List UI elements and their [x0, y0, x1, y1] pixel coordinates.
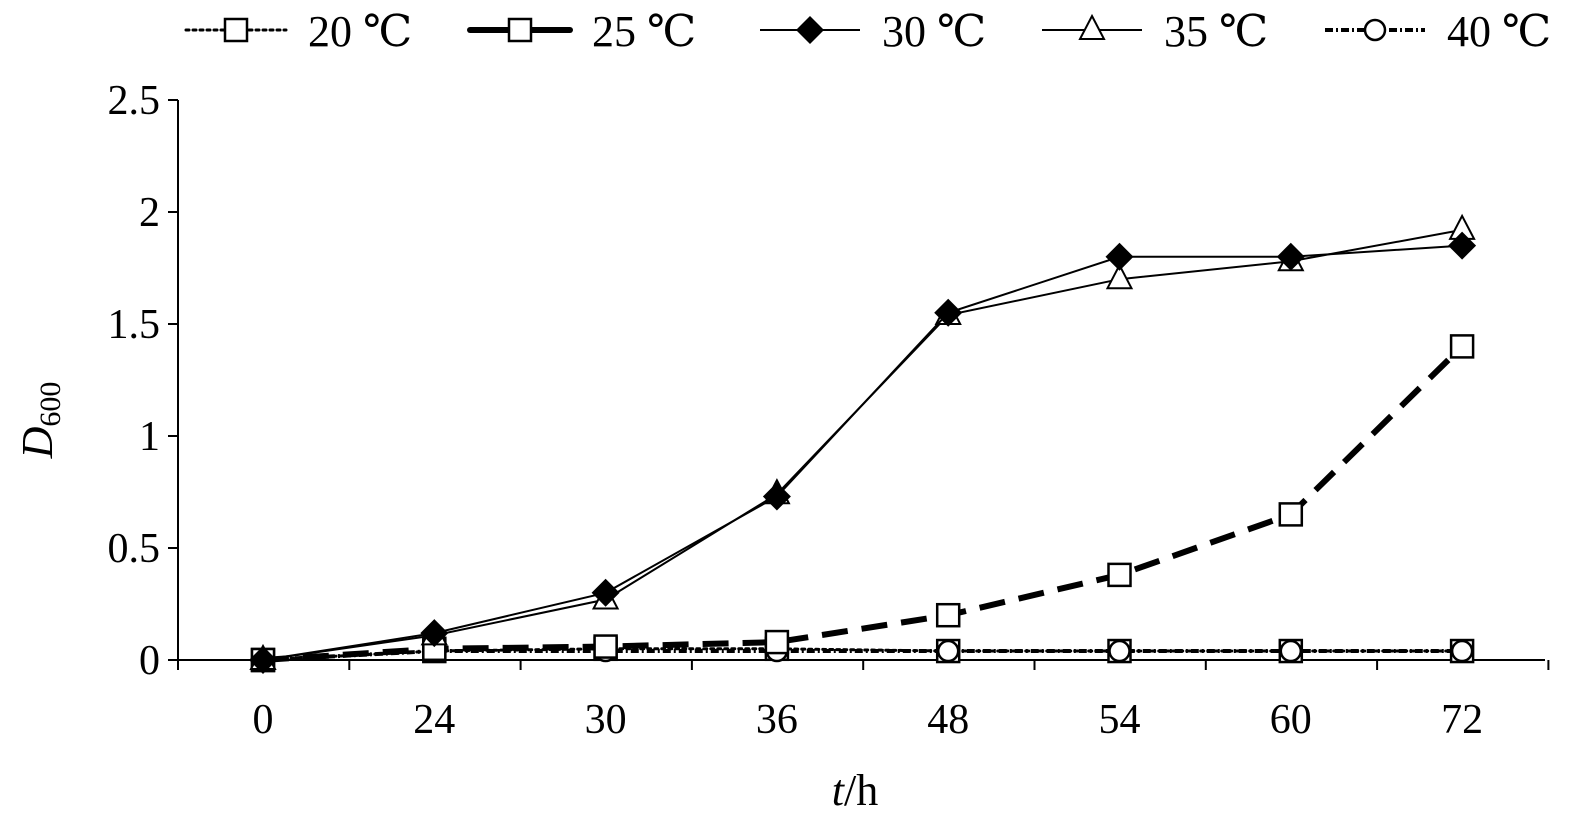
- x-tick-label: 72: [1441, 697, 1483, 743]
- x-tick-label: 54: [1099, 697, 1141, 743]
- legend-square-marker: [507, 17, 533, 43]
- data-point-diamond-marker: [249, 646, 277, 674]
- x-tick-label: 36: [756, 697, 798, 743]
- legend-item: 25 ℃: [467, 7, 696, 56]
- data-point-circle-marker: [936, 639, 960, 663]
- y-tick-label: 0: [139, 638, 160, 684]
- data-point-diamond-marker: [1105, 242, 1134, 271]
- data-point-square-marker: [1449, 334, 1475, 359]
- series-line: [262, 228, 1463, 661]
- x-tick-label: 0: [253, 697, 274, 743]
- data-point-square-marker: [764, 629, 790, 655]
- x-tick-label: 48: [927, 697, 969, 743]
- data-point-diamond-marker: [1276, 242, 1305, 271]
- series-line: [262, 244, 1463, 661]
- data-point-diamond-marker: [762, 482, 791, 511]
- y-tick-label: 1.5: [108, 302, 161, 348]
- legend-label: 30 ℃: [882, 7, 986, 56]
- legend-triangle-marker: [1078, 13, 1106, 40]
- legend-label: 35 ℃: [1164, 7, 1268, 56]
- x-tick-label: 30: [585, 697, 627, 743]
- y-axis-label: D600: [13, 382, 67, 460]
- y-tick-label: 2.5: [108, 78, 161, 124]
- x-tick-label: 24: [413, 697, 455, 743]
- legend-label: 40 ℃: [1447, 7, 1551, 56]
- data-point-circle-marker: [1279, 639, 1303, 663]
- data-point-diamond-marker: [1448, 231, 1477, 260]
- series-3: [249, 213, 1476, 670]
- data-point-square-marker: [1278, 502, 1304, 527]
- data-point-diamond-marker: [420, 619, 449, 648]
- data-point-diamond-marker: [591, 578, 620, 607]
- legend-diamond-marker: [796, 16, 824, 44]
- data-point-circle-marker: [1108, 639, 1131, 663]
- data-point-diamond-marker: [934, 298, 963, 327]
- legend-item: 35 ℃: [1042, 7, 1268, 56]
- axes: 0 0.5 1 1.5 2 2.5 0 24 30 36 48 54 60 72: [108, 78, 1550, 743]
- legend-item: 20 ℃: [184, 7, 412, 56]
- y-tick-label: 2: [139, 190, 160, 236]
- data-point-triangle-marker: [1105, 263, 1134, 290]
- legend-label: 25 ℃: [592, 7, 696, 56]
- data-point-square-marker: [1107, 562, 1132, 588]
- series-line: [262, 649, 1463, 662]
- x-tick-label: 60: [1270, 697, 1312, 743]
- legend-label: 20 ℃: [308, 7, 412, 56]
- data-point-square-marker: [593, 634, 618, 659]
- legend-circle-marker: [1363, 18, 1387, 42]
- legend-item: 40 ℃: [1325, 7, 1551, 56]
- data-point-circle-marker: [1450, 639, 1474, 663]
- series-line: [262, 344, 1465, 663]
- y-tick-label: 1: [139, 414, 160, 460]
- data-point-square-marker: [935, 602, 961, 628]
- legend-square-marker: [223, 17, 249, 43]
- series-2: [249, 231, 1477, 674]
- legend: 20 ℃ 25 ℃ 30 ℃ 35 ℃ 40 ℃: [184, 7, 1551, 56]
- y-tick-label: 0.5: [108, 526, 161, 572]
- x-axis-label: t/h: [832, 766, 878, 815]
- legend-item: 30 ℃: [760, 7, 986, 56]
- series-group: [249, 213, 1477, 674]
